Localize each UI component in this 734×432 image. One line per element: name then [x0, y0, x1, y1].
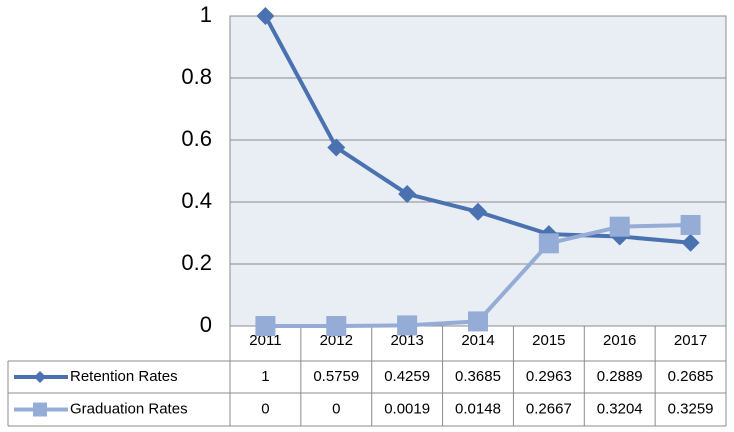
table-value: 0.2667 — [526, 400, 572, 417]
plot-area — [229, 15, 727, 327]
y-tick-label: 0.6 — [181, 126, 212, 151]
marker — [397, 315, 418, 336]
x-tick-label: 2014 — [461, 332, 494, 349]
y-tick-label: 0.4 — [181, 188, 212, 213]
marker — [327, 138, 346, 157]
marker — [468, 311, 488, 332]
legend-label: Graduation Rates — [70, 400, 188, 417]
y-tick-label: 0 — [200, 312, 212, 337]
x-tick-label: 2017 — [674, 332, 707, 349]
table-value: 0.2963 — [526, 368, 572, 385]
y-tick-label: 0.2 — [181, 250, 212, 275]
marker — [538, 233, 559, 254]
marker — [681, 233, 700, 252]
table-value: 0.0019 — [384, 400, 430, 417]
x-tick-label: 2011 — [249, 332, 281, 349]
y-tick-label: 0.8 — [181, 64, 212, 89]
table-value: 1 — [261, 368, 269, 385]
table-value: 0.0148 — [455, 400, 501, 417]
x-tick-label: 2016 — [603, 332, 636, 349]
x-tick-label: 2013 — [390, 332, 423, 349]
y-tick-label: 1 — [200, 2, 212, 27]
legend-marker — [33, 402, 47, 417]
table-value: 0.2889 — [597, 368, 643, 385]
marker — [469, 202, 487, 221]
marker — [326, 316, 347, 336]
table-value: 0.5759 — [313, 368, 359, 385]
legend-label: Retention Rates — [70, 368, 178, 385]
table-value: 0.3685 — [455, 368, 501, 385]
table-value: 0.3204 — [597, 400, 643, 417]
marker — [609, 216, 630, 237]
x-tick-label: 2015 — [532, 332, 565, 349]
table-value: 0 — [261, 400, 269, 417]
table-value: 0.4259 — [384, 368, 430, 385]
table-value: 0.3259 — [668, 400, 714, 417]
marker — [256, 7, 275, 25]
marker — [680, 214, 701, 235]
legend-marker — [34, 371, 46, 383]
x-tick-label: 2012 — [320, 332, 353, 349]
marker — [255, 316, 276, 336]
table-value: 0.2685 — [668, 368, 714, 385]
marker — [398, 184, 417, 203]
table-value: 0 — [332, 400, 340, 417]
